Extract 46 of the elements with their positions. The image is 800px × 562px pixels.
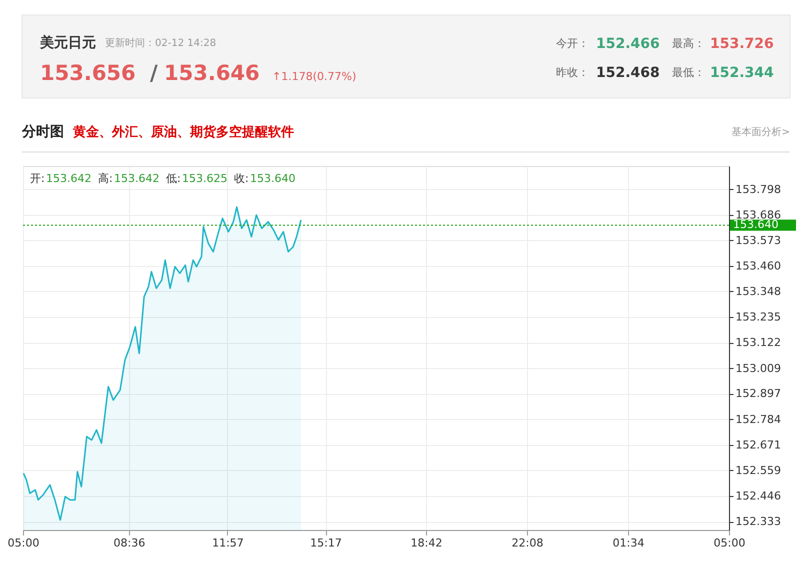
y-tick-label: 152.446	[736, 489, 781, 502]
text: 最低：	[672, 66, 705, 79]
text: 黄金、外汇、原油、期货多空提醒软件	[72, 124, 294, 140]
text: 152.344	[710, 65, 774, 81]
y-tick-label: 152.784	[736, 412, 781, 426]
y-tick-label: 153.235	[736, 310, 781, 324]
y-tick-label: 153.573	[736, 234, 781, 247]
text: 153.646	[164, 61, 260, 85]
annotation: 153.640	[250, 172, 296, 185]
x-tick-label: 05:00	[8, 536, 40, 550]
chart-title: 美元日元	[39, 34, 96, 51]
x-tick-label: 15:17	[310, 536, 342, 550]
y-tick-label: 152.671	[736, 438, 781, 452]
text: 152.468	[596, 65, 660, 81]
y-tick-label: 152.333	[736, 515, 781, 528]
x-tick-label: 11:57	[212, 536, 244, 550]
annotation: 低:	[166, 172, 181, 185]
text: 基本面分析>	[732, 126, 790, 138]
chart-subtitle: 更新时间：02-12 14:28	[105, 37, 216, 49]
text: 152.466	[596, 36, 660, 52]
text: ↑1.178(0.77%)	[272, 70, 356, 83]
annotation: 153.642	[114, 172, 160, 185]
annotation: 高:	[98, 172, 113, 185]
x-tick-label: 18:42	[410, 536, 442, 550]
y-tick-label: 153.122	[736, 336, 781, 350]
y-tick-label: 153.009	[736, 362, 781, 375]
text: 最高：	[672, 37, 705, 50]
x-tick-label: 01:34	[612, 536, 644, 550]
text: 今开：	[556, 37, 589, 50]
y-tick-label: 153.460	[736, 260, 781, 273]
annotation: 153.625	[182, 172, 228, 185]
annotation: 开:	[30, 172, 45, 185]
x-tick-label: 22:08	[512, 536, 544, 550]
y-tick-label: 152.897	[736, 387, 781, 400]
y-tick-label: 153.798	[736, 182, 781, 196]
text: /	[150, 61, 158, 85]
y-tick-label: 152.559	[736, 464, 781, 477]
x-tick-label: 08:36	[114, 536, 146, 550]
text: 昨收：	[556, 66, 589, 79]
text: 153.726	[710, 36, 774, 52]
text: 153.656	[40, 61, 136, 85]
y-tick-label: 153.348	[736, 284, 781, 298]
annotation: 153.642	[46, 172, 92, 185]
text: 分时图	[21, 124, 64, 140]
x-tick-label: 05:00	[714, 536, 746, 550]
annotation: 收:	[234, 172, 249, 185]
